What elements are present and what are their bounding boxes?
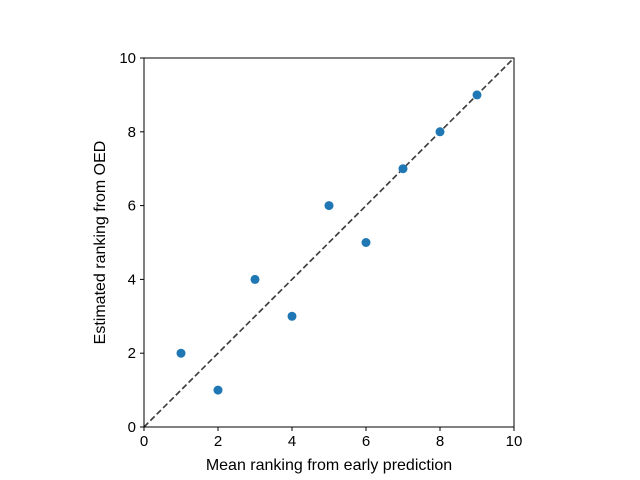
plot-frame (143, 57, 515, 428)
scatter-point-9 (472, 90, 482, 100)
y-axis-label: Estimated ranking from OED (92, 141, 109, 345)
x-tick-label-3: 6 (362, 433, 370, 450)
scatter-point-1 (176, 348, 186, 358)
y-tick-label-5: 10 (119, 50, 136, 67)
y-tick-label-4: 8 (128, 124, 136, 141)
y-tick-label-1: 2 (128, 345, 136, 362)
x-tick-label-4: 8 (436, 433, 444, 450)
scatter-point-3 (250, 274, 260, 284)
scatter-point-7 (398, 164, 408, 174)
x-tick-label-0: 0 (140, 433, 148, 450)
scatter-point-2 (213, 385, 223, 395)
y-tick-label-0: 0 (128, 419, 136, 436)
x-tick-label-2: 4 (288, 433, 296, 450)
scatter-point-4 (287, 311, 297, 321)
x-axis-label: Mean ranking from early prediction (206, 457, 452, 474)
identity-reference-line (143, 57, 515, 428)
scatter-point-5 (324, 201, 334, 211)
x-tick-label-1: 2 (214, 433, 222, 450)
y-tick-label-3: 6 (128, 198, 136, 215)
scatter-point-6 (361, 238, 371, 247)
x-tick-label-5: 10 (506, 433, 523, 450)
scatter-point-8 (435, 127, 445, 137)
y-tick-label-2: 4 (128, 271, 136, 288)
